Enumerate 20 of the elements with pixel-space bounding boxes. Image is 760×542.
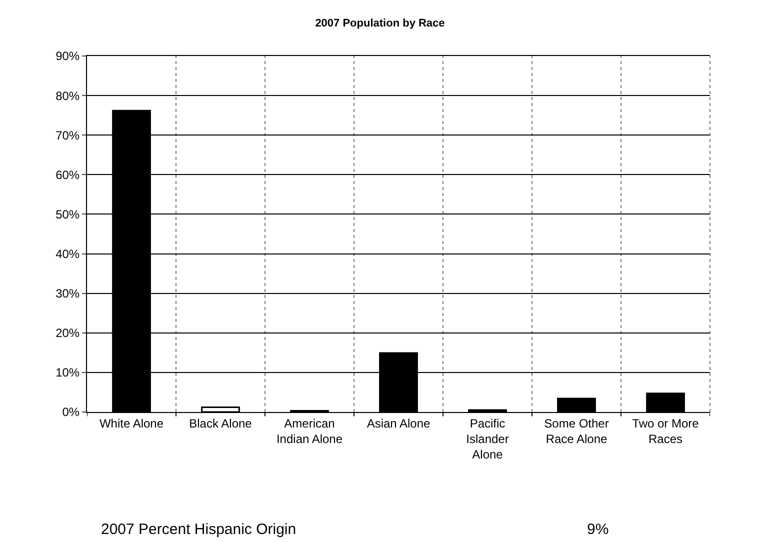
x-tick-label: Pacific Islander Alone (466, 416, 509, 462)
text: 9% (587, 521, 609, 538)
y-tick-label: 90% (56, 49, 80, 64)
x-tick-label: Some Other Race Alone (544, 416, 609, 446)
y-tick-label: 40% (56, 246, 80, 261)
x-tick-label: American Indian Alone (276, 416, 343, 446)
y-tick-label: 70% (56, 128, 80, 142)
y-tick-label: 50% (56, 207, 80, 222)
y-tick-label: 0% (62, 405, 80, 420)
x-tick-label: Black Alone (189, 416, 252, 430)
x-tick-label: Asian Alone (366, 416, 431, 430)
y-tick-label: 10% (56, 366, 80, 380)
x-tick-label: White Alone (99, 416, 164, 430)
chart-title: 2007 Population by Race (315, 18, 445, 30)
y-tick-label: 80% (56, 88, 80, 103)
y-tick-label: 30% (56, 286, 80, 301)
y-tick-label: 60% (56, 168, 80, 182)
x-tick-label: Two or More Races (632, 416, 700, 446)
text: 2007 Percent Hispanic Origin (101, 521, 296, 538)
y-tick-label: 20% (56, 326, 80, 340)
